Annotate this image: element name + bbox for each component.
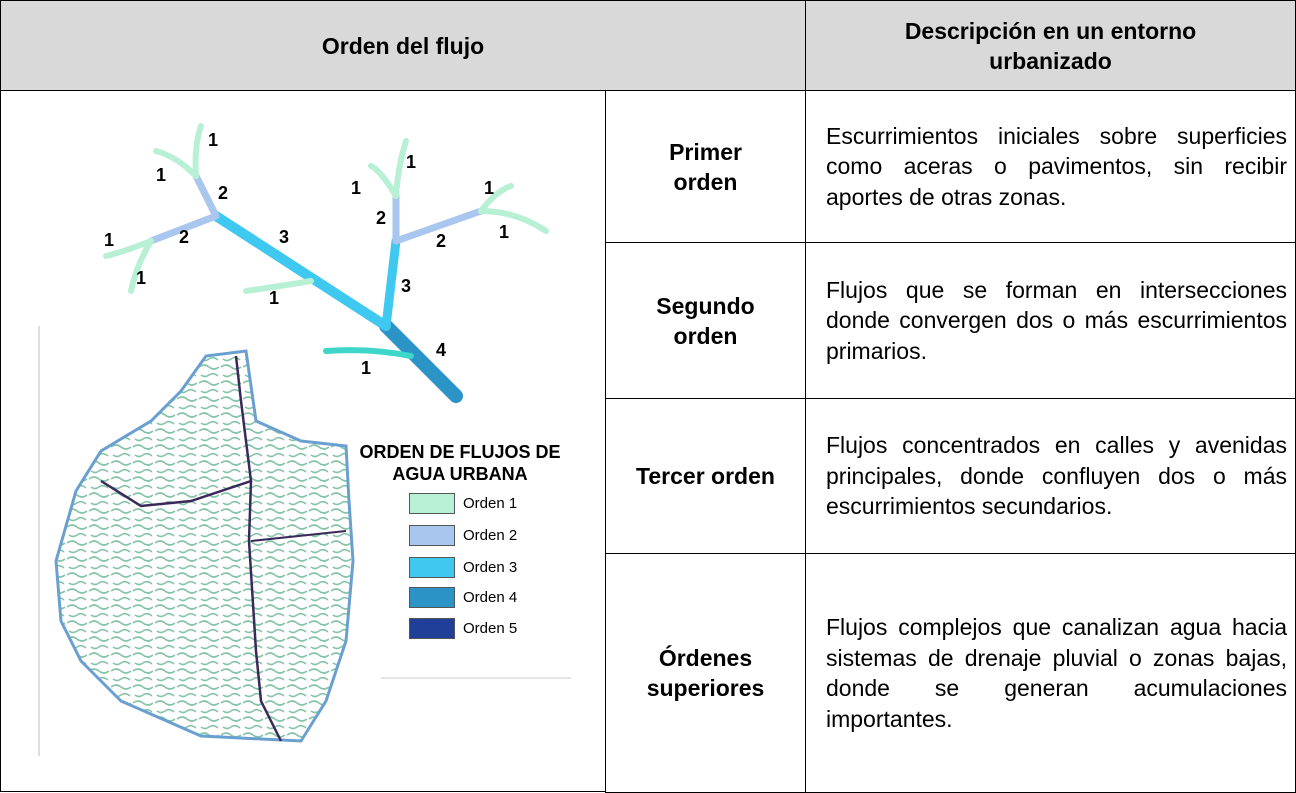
description-text: Escurrimientos iniciales sobre superfici… — [826, 122, 1287, 210]
tree-label: 1 — [499, 222, 510, 242]
description-text: Flujos concentrados en calles y avenidas… — [826, 432, 1287, 520]
tree-label: 2 — [179, 227, 190, 247]
header-text: Orden del flujo — [321, 32, 485, 59]
tree-label: 1 — [104, 230, 115, 250]
header-cell: Descripción en un entorno urbanizado — [805, 0, 1296, 91]
legend-swatch — [409, 493, 455, 514]
order-cell: Segundo orden — [605, 242, 806, 399]
flow-illustration — [38, 123, 571, 756]
order-label: Órdenes superiores — [646, 645, 765, 701]
description-text: Flujos que se forman en intersecciones d… — [826, 276, 1287, 364]
order-cell: Órdenes superiores — [605, 553, 806, 793]
tree-label: 1 — [484, 178, 495, 198]
legend-swatch — [409, 587, 455, 608]
description-cell: Flujos que se forman en intersecciones d… — [805, 242, 1296, 399]
legend-label: Orden 4 — [463, 589, 518, 606]
legend-swatch — [409, 525, 455, 546]
tree-label: 2 — [376, 208, 387, 228]
order-cell: Primer orden — [605, 90, 806, 243]
tree-label: 1 — [136, 268, 147, 288]
description-text: Flujos complejos que canalizan agua haci… — [826, 614, 1287, 732]
legend-label: Orden 5 — [463, 620, 518, 637]
tree-label: 4 — [436, 340, 447, 360]
order-label: Primer orden — [669, 138, 742, 195]
legend-label: Orden 3 — [463, 559, 518, 576]
header-cell: Orden del flujo — [0, 0, 806, 91]
description-cell: Escurrimientos iniciales sobre superfici… — [805, 90, 1296, 243]
legend-title: ORDEN DE FLUJOS DE AGUA URBANA — [359, 442, 561, 484]
tree-label: 1 — [406, 152, 417, 172]
legend-label: Orden 2 — [463, 527, 518, 544]
description-cell: Flujos concentrados en calles y avenidas… — [805, 398, 1296, 554]
legend-label: Orden 1 — [463, 495, 518, 512]
description-cell: Flujos complejos que canalizan agua haci… — [805, 553, 1296, 793]
tree-label: 1 — [361, 358, 372, 378]
order-label: Segundo orden — [656, 292, 755, 349]
tree-label: 2 — [218, 183, 229, 203]
legend-swatch — [409, 618, 455, 639]
tree-label: 3 — [401, 276, 412, 296]
tree-label: 1 — [269, 288, 280, 308]
legend-swatch — [409, 557, 455, 578]
tree-label: 1 — [156, 165, 167, 185]
order-cell: Tercer orden — [605, 398, 806, 554]
tree-label: 1 — [351, 178, 362, 198]
tree-label: 2 — [436, 231, 447, 251]
tree-label: 1 — [208, 130, 219, 150]
tree-label: 3 — [279, 227, 290, 247]
order-label: Tercer orden — [636, 463, 775, 489]
header-text: Descripción en un entorno urbanizado — [904, 17, 1197, 74]
